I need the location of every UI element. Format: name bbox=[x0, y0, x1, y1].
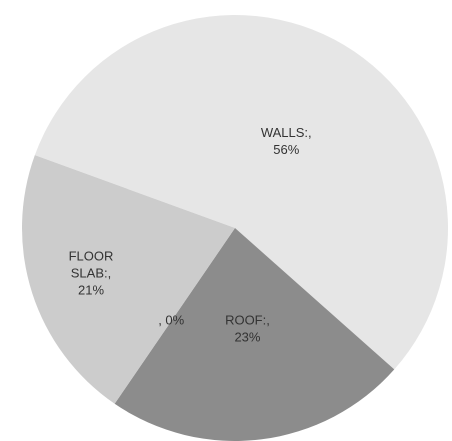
data-label: 56% bbox=[273, 142, 299, 157]
data-label: 21% bbox=[78, 283, 104, 298]
data-label: , 0% bbox=[158, 313, 184, 328]
pie-slice bbox=[114, 228, 395, 441]
data-label: ROOF:, bbox=[225, 312, 270, 327]
data-label: WALLS:, bbox=[261, 125, 312, 140]
pie-slice bbox=[34, 15, 448, 370]
data-label: 23% bbox=[234, 329, 260, 344]
pie-slice bbox=[21, 155, 236, 404]
pie-slice bbox=[114, 228, 235, 404]
data-label: FLOOR bbox=[69, 249, 114, 264]
data-label: SLAB:, bbox=[71, 266, 111, 281]
